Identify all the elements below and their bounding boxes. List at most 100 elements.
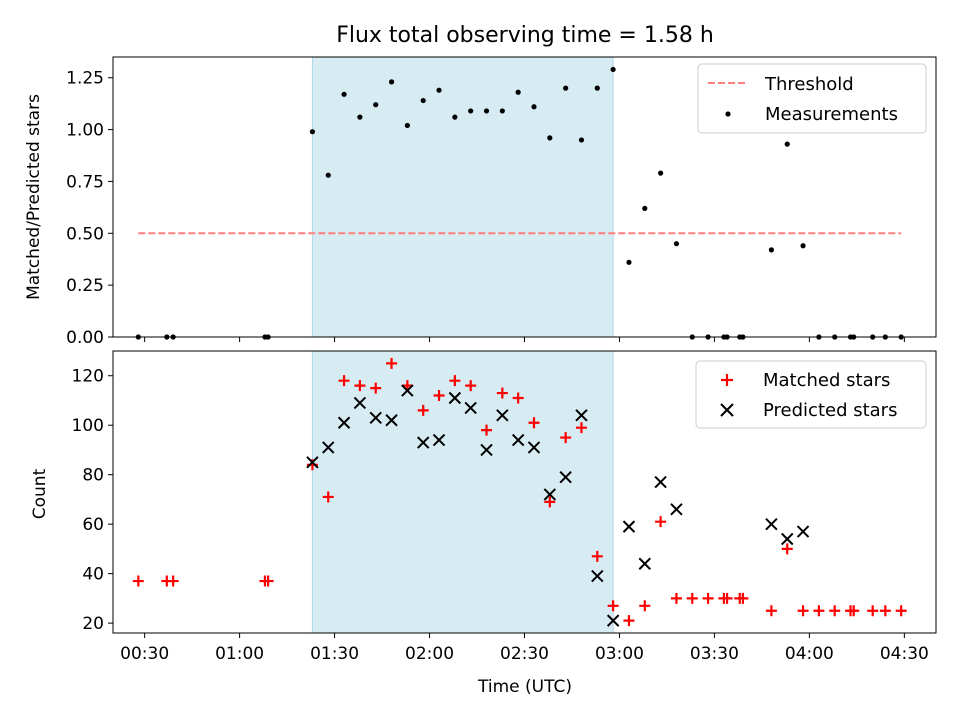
matched-points	[132, 357, 907, 627]
predicted-point	[527, 441, 541, 454]
xtick-label: 04:30	[880, 644, 929, 664]
predicted-point	[511, 433, 525, 447]
predicted-point	[606, 614, 620, 627]
top-shaded-interval	[311, 56, 614, 338]
bottom-panel: 20 40 60 80 100 120 00:30 01:00 01:30 02:00 02:30…	[30, 350, 937, 697]
matched-point	[721, 592, 733, 604]
predicted-point	[432, 433, 446, 447]
top-ytick-label: 0.50	[66, 224, 104, 244]
measurement-point	[784, 141, 790, 147]
matched-point	[781, 543, 793, 555]
matched-point	[848, 605, 860, 617]
matched-point	[338, 375, 350, 387]
legend-matched-label: Matched stars	[763, 370, 890, 391]
legend-matched-swatch	[721, 374, 733, 386]
measurement-point	[373, 102, 379, 108]
matched-point	[370, 382, 382, 394]
predicted-point	[417, 436, 430, 449]
top-y-ticks: 0.00 0.25 0.50 0.75 1.00 1.25	[66, 69, 113, 348]
predicted-point	[781, 532, 794, 546]
top-panel: 0.00 0.25 0.50 0.75 1.00 1.25 Matched/Predict…	[24, 56, 937, 348]
top-ytick-label: 1.00	[66, 121, 104, 141]
measurement-point	[578, 137, 585, 143]
predicted-point	[337, 416, 351, 429]
matched-point	[354, 380, 366, 392]
matched-point	[528, 417, 540, 429]
matched-point	[607, 600, 619, 612]
predicted-point	[480, 443, 493, 457]
xtick-label: 00:30	[120, 644, 169, 664]
bottom-y-axis-label: Count	[30, 468, 50, 519]
predicted-point	[765, 517, 778, 531]
matched-point	[702, 592, 714, 604]
matched-point	[575, 422, 587, 434]
matched-point	[737, 592, 749, 604]
top-ytick-label: 0.00	[66, 328, 104, 348]
measurement-point	[388, 79, 395, 85]
matched-point	[386, 357, 398, 369]
predicted-points	[306, 384, 810, 627]
top-ytick-label: 0.75	[66, 172, 104, 192]
bottom-y-ticks: 20 40 60 80 100 120	[72, 367, 113, 634]
xtick-label: 01:30	[310, 644, 359, 664]
top-ytick-label: 1.25	[66, 69, 104, 89]
matched-point	[481, 424, 493, 436]
xtick-label: 02:00	[405, 644, 454, 664]
predicted-point	[559, 470, 572, 484]
matched-point	[623, 615, 635, 627]
measurement-point	[436, 87, 442, 93]
measurement-point	[563, 85, 569, 91]
measurement-points	[135, 66, 904, 340]
top-legend: Threshold Measurements	[697, 63, 927, 134]
predicted-point	[496, 409, 509, 422]
matched-point	[560, 432, 572, 444]
bottom-x-ticks: 00:30 01:00 01:30 02:00 02:30 03:00 03:30 04:00…	[120, 633, 929, 664]
measurement-point	[325, 172, 331, 178]
measurement-point	[357, 114, 363, 120]
matched-point	[670, 592, 682, 604]
bottom-ytick-label: 100	[72, 416, 104, 436]
measurement-point	[610, 66, 616, 73]
matched-point	[797, 605, 809, 617]
bottom-ytick-label: 40	[82, 565, 104, 585]
measurement-point	[420, 97, 426, 104]
matched-point	[765, 605, 777, 617]
predicted-point	[401, 384, 414, 397]
predicted-point	[796, 525, 810, 538]
matched-point	[829, 605, 841, 617]
bottom-shaded-interval	[311, 350, 614, 634]
matched-point	[879, 605, 891, 617]
measurement-point	[468, 108, 474, 114]
matched-point	[449, 375, 461, 387]
matched-point	[591, 550, 603, 562]
predicted-point	[448, 391, 462, 405]
matched-point	[167, 575, 179, 587]
measurement-point	[547, 135, 553, 141]
predicted-point	[353, 396, 367, 410]
matched-point	[895, 605, 907, 617]
predicted-point	[464, 401, 477, 415]
predicted-point	[369, 411, 382, 424]
x-axis-label: Time (UTC)	[477, 677, 572, 697]
predicted-point	[670, 503, 683, 516]
bottom-legend-box	[695, 360, 927, 429]
matched-point	[417, 404, 429, 416]
bottom-ytick-label: 120	[72, 367, 104, 387]
xtick-label: 04:00	[785, 644, 834, 664]
legend-measurements-label: Measurements	[765, 104, 898, 125]
bottom-ytick-label: 60	[82, 515, 104, 535]
matched-point	[544, 496, 556, 508]
matched-point	[867, 605, 879, 617]
predicted-point	[654, 475, 667, 489]
xtick-label: 03:00	[595, 644, 644, 664]
xtick-label: 03:30	[690, 644, 739, 664]
predicted-point	[575, 409, 588, 422]
matched-point	[686, 592, 698, 604]
legend-predicted-swatch	[720, 403, 734, 417]
measurement-point	[341, 91, 347, 97]
matched-point	[465, 380, 477, 392]
matched-point	[512, 392, 524, 404]
xtick-label: 01:00	[215, 644, 264, 664]
top-ytick-label: 0.25	[66, 276, 104, 296]
predicted-point	[306, 456, 319, 469]
